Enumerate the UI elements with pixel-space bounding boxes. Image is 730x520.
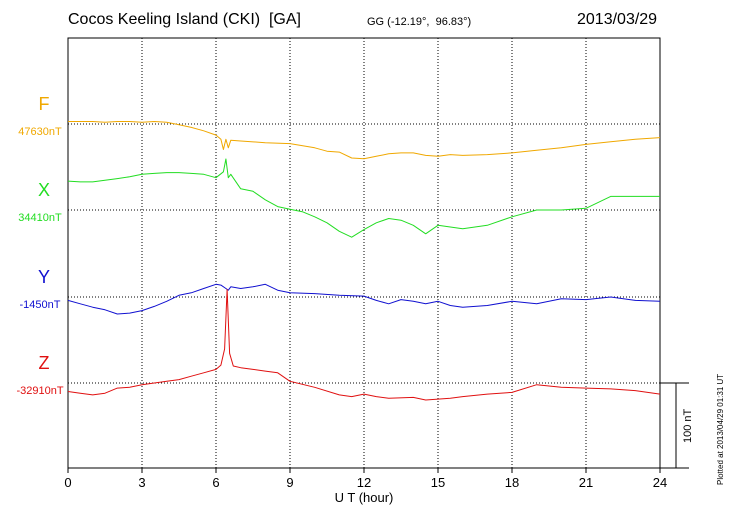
station-title: Cocos Keeling Island (CKI) [GA] (68, 11, 301, 28)
trace-y (67, 283, 661, 315)
x-tick-label: 12 (357, 475, 371, 490)
x-tick-label: 15 (431, 475, 445, 490)
plot-frame (67, 37, 661, 469)
x-tick-label: 9 (286, 475, 293, 490)
trace-z (67, 289, 661, 401)
x-axis-label: U T (hour) (335, 490, 394, 505)
channel-name-x: X (38, 180, 50, 200)
x-tick-label: 0 (64, 475, 71, 490)
x-axis: 0 3 6 9 12 15 18 21 24 (64, 468, 667, 490)
plotted-timestamp: Plotted at 2013/04/29 01:31 UT (716, 374, 725, 485)
channel-baseline-f: 47630nT (18, 126, 62, 138)
x-tick-label: 3 (138, 475, 145, 490)
channel-baseline-y: -1450nT (20, 299, 61, 311)
trace-f (68, 121, 661, 160)
channel-labels: F 47630nT X 34410nT Y -1450nT Z -32910nT (16, 94, 63, 397)
scale-bar-label: 100 nT (682, 408, 694, 443)
x-tick-label: 18 (505, 475, 519, 490)
traces (67, 121, 661, 401)
x-tick-label: 24 (653, 475, 667, 490)
channel-baseline-x: 34410nT (18, 212, 62, 224)
trace-x (67, 158, 660, 238)
grid (68, 37, 660, 468)
channel-name-z: Z (39, 353, 50, 373)
plot-date: 2013/03/29 (577, 11, 658, 28)
station-coords: GG (-12.19°, 96.83°) (367, 16, 472, 28)
channel-name-y: Y (38, 267, 50, 287)
channel-name-f: F (39, 94, 50, 114)
x-tick-label: 6 (212, 475, 219, 490)
scale-bar: 100 nT (660, 382, 694, 469)
x-tick-label: 21 (579, 475, 593, 490)
channel-baseline-z: -32910nT (16, 385, 63, 397)
